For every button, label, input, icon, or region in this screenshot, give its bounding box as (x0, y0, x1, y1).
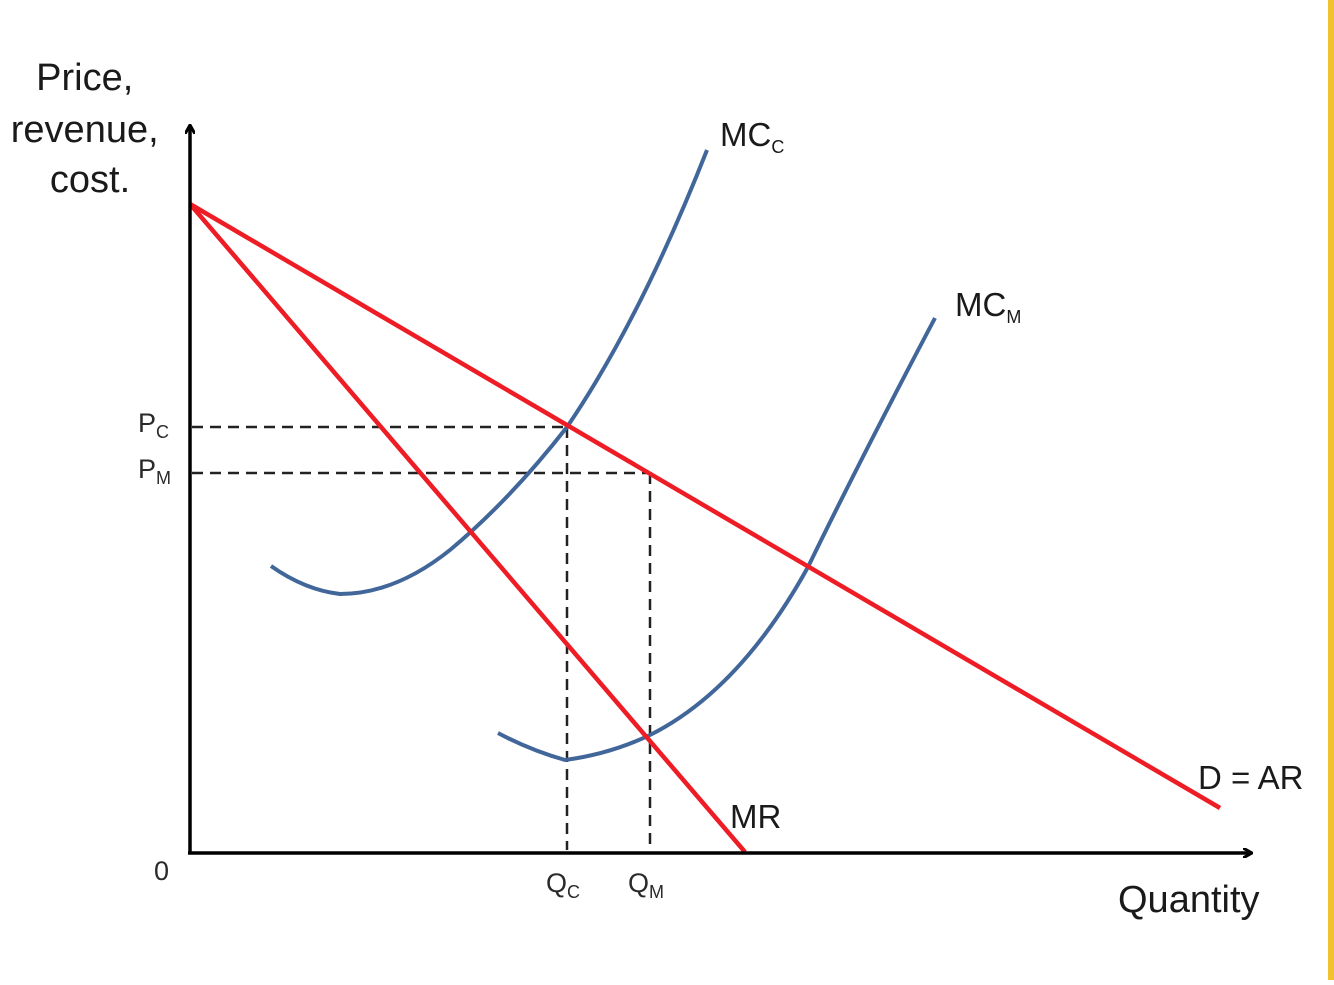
mc-m-label: MCM (955, 286, 1021, 327)
pm-label: PM (138, 454, 171, 488)
x-axis-title: Quantity (1118, 879, 1260, 921)
origin-label: 0 (154, 856, 169, 886)
y-axis-title: Price, revenue, cost. (11, 57, 169, 201)
mr-label: MR (730, 798, 781, 835)
mc-competitive-curve (269, 149, 709, 597)
edge-accent-bar (1328, 0, 1334, 980)
demand-ar-label: D = AR (1198, 759, 1303, 796)
pc-label: PC (138, 408, 169, 442)
mr-line (188, 202, 747, 854)
mc-c-label: MCC (720, 116, 784, 157)
qm-label: QM (628, 868, 664, 902)
demand-ar-line (188, 202, 1222, 810)
mc-monopoly-curve (497, 317, 937, 763)
qc-label: QC (546, 868, 580, 902)
